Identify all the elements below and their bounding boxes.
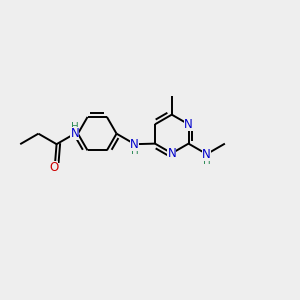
Text: O: O	[49, 161, 58, 174]
Text: N: N	[202, 148, 211, 160]
Text: N: N	[130, 138, 139, 151]
Text: N: N	[167, 147, 176, 160]
Text: H: H	[71, 122, 79, 132]
Text: H: H	[203, 156, 211, 167]
Text: N: N	[70, 127, 79, 140]
Text: N: N	[184, 118, 193, 131]
Text: H: H	[131, 146, 139, 157]
